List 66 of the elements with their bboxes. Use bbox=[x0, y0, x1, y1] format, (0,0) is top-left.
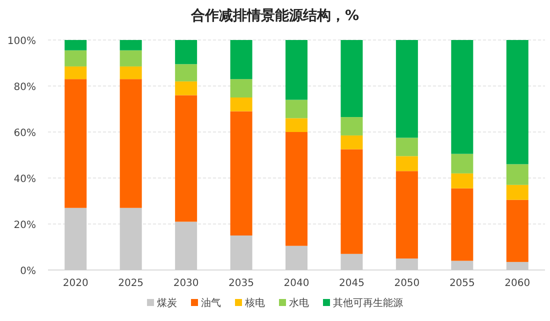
bar bbox=[506, 200, 528, 262]
bar bbox=[286, 132, 308, 246]
bar bbox=[506, 184, 528, 200]
bar bbox=[120, 66, 142, 80]
y-tick-label: 80% bbox=[14, 82, 36, 93]
bar bbox=[64, 208, 87, 270]
bar bbox=[64, 50, 87, 66]
bar bbox=[230, 40, 252, 80]
bar bbox=[340, 254, 363, 270]
bar bbox=[286, 246, 308, 270]
bar bbox=[506, 164, 528, 185]
bar bbox=[175, 81, 198, 96]
bar bbox=[230, 236, 252, 270]
y-tick-label: 100% bbox=[7, 36, 36, 47]
legend-label: 其他可再生能源 bbox=[333, 297, 403, 309]
chart-title: 合作减排情景能源结构，% bbox=[190, 8, 360, 24]
x-tick-label: 2030 bbox=[173, 278, 199, 289]
bar bbox=[64, 40, 87, 50]
bar bbox=[230, 111, 252, 236]
legend-label: 煤炭 bbox=[157, 297, 177, 309]
bar bbox=[120, 40, 142, 50]
bar bbox=[506, 262, 528, 270]
x-tick-label: 2060 bbox=[504, 278, 530, 289]
legend-label: 核电 bbox=[244, 297, 265, 309]
bar bbox=[506, 40, 528, 164]
bar bbox=[230, 98, 252, 112]
bar bbox=[451, 173, 474, 188]
bar bbox=[451, 188, 474, 261]
x-tick-label: 2020 bbox=[62, 278, 88, 289]
x-tick-label: 2040 bbox=[284, 278, 310, 289]
legend-label: 油气 bbox=[201, 297, 221, 309]
bar bbox=[340, 40, 363, 118]
bar bbox=[396, 156, 418, 172]
bar bbox=[451, 154, 474, 174]
legend-label: 水电 bbox=[289, 297, 309, 309]
bar bbox=[230, 79, 252, 98]
bar bbox=[120, 79, 142, 208]
x-tick-label: 2045 bbox=[338, 278, 364, 289]
bar bbox=[340, 149, 363, 254]
x-tick-label: 2035 bbox=[228, 278, 254, 289]
bar bbox=[451, 40, 474, 154]
bar bbox=[340, 135, 363, 150]
bar bbox=[175, 95, 198, 222]
bar bbox=[175, 222, 198, 270]
bar bbox=[396, 138, 418, 156]
y-tick-label: 0% bbox=[20, 266, 36, 277]
bar bbox=[175, 64, 198, 82]
x-tick-label: 2055 bbox=[449, 278, 475, 289]
bar bbox=[396, 258, 418, 270]
bar bbox=[175, 40, 198, 64]
bar bbox=[120, 208, 142, 270]
bar bbox=[340, 117, 363, 136]
bar bbox=[286, 100, 308, 118]
y-tick-label: 40% bbox=[14, 174, 36, 185]
bar bbox=[64, 66, 87, 80]
bar bbox=[286, 118, 308, 132]
y-tick-label: 60% bbox=[14, 128, 36, 139]
bar bbox=[396, 40, 418, 138]
bar bbox=[451, 260, 474, 270]
bar bbox=[396, 171, 418, 258]
bar bbox=[64, 79, 87, 208]
bar bbox=[286, 40, 308, 100]
x-tick-label: 2025 bbox=[118, 278, 144, 289]
x-tick-label: 2050 bbox=[394, 278, 420, 289]
y-tick-label: 20% bbox=[14, 220, 36, 231]
bar bbox=[120, 50, 142, 66]
